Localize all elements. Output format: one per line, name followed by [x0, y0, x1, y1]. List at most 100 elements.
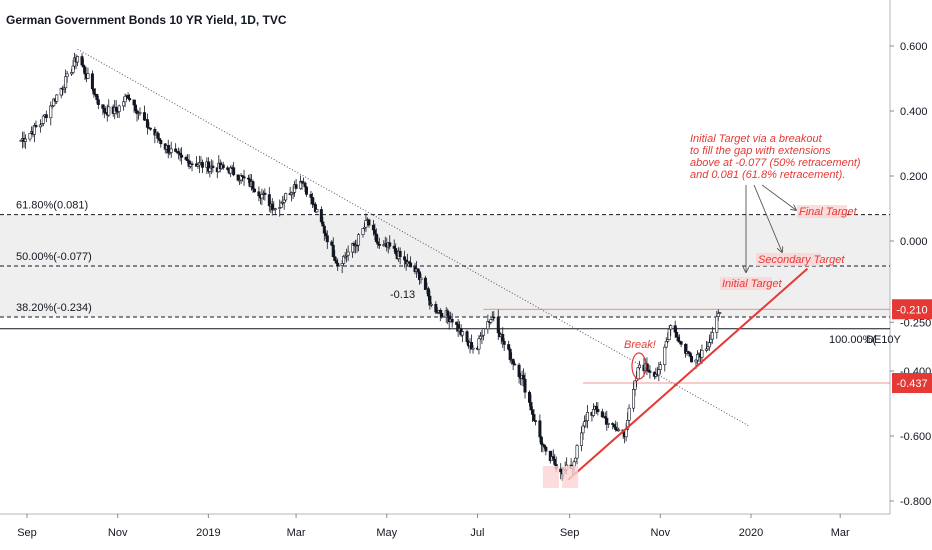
note-line: above at -0.077 (50% retracement) [690, 157, 861, 169]
price-tag [892, 373, 932, 394]
candle-body [709, 338, 713, 343]
candle-body [123, 95, 127, 103]
candle-body [114, 106, 118, 112]
price-tag-label: -0.437 [896, 378, 927, 390]
candle-body [398, 250, 402, 258]
target-label-bg [720, 277, 772, 290]
candle-body [581, 425, 585, 434]
candle-body [409, 262, 413, 268]
y-tick-label: 0.000 [900, 236, 928, 248]
candles [19, 52, 722, 481]
x-tick-label: Nov [651, 527, 671, 539]
candle-body [636, 367, 640, 379]
candle-body [80, 56, 84, 66]
candle-body [159, 140, 163, 145]
y-tick-label: -0.600 [900, 431, 931, 443]
candle-body [582, 421, 586, 427]
candle-body [145, 119, 149, 128]
candle-body [523, 378, 527, 393]
candle-body [208, 167, 212, 172]
candle-body [81, 64, 85, 68]
candle-body [426, 288, 430, 297]
candle-body [419, 277, 423, 281]
candle-body [612, 424, 616, 428]
candle-body [614, 426, 618, 430]
low-highlight [562, 466, 579, 488]
candle-body [38, 124, 42, 128]
candle-body [117, 105, 121, 112]
candle-body [600, 411, 604, 418]
candle-body [667, 328, 671, 340]
candle-body [156, 132, 160, 139]
candle-body [142, 112, 146, 121]
candle-body [481, 328, 485, 336]
target-label: Initial Target [722, 278, 782, 290]
candle-body [707, 342, 711, 348]
candle-body [134, 104, 138, 112]
price-tag-label: -0.210 [896, 304, 927, 316]
candle-body [346, 251, 350, 256]
candle-body [252, 188, 256, 193]
candle-body [477, 338, 481, 350]
candle-body [334, 260, 338, 264]
candle-body [128, 97, 132, 101]
candle-body [532, 414, 536, 421]
candle-body [336, 262, 340, 266]
candle-body [331, 244, 335, 257]
candle-body [553, 459, 557, 465]
note-line: to fill the gap with extensions [690, 145, 831, 157]
break-circle [631, 352, 647, 380]
candle-body [489, 319, 493, 323]
candle-body [455, 321, 459, 325]
candle-body [284, 193, 288, 201]
x-tick-label: Jul [470, 527, 484, 539]
symbol-label: DE10Y [866, 334, 902, 346]
price-tag [892, 299, 932, 320]
candle-body [638, 364, 642, 369]
candle-body [501, 333, 505, 342]
candle-body [675, 331, 679, 338]
y-tick-label: 0.200 [900, 171, 928, 183]
x-tick-label: Mar [831, 527, 850, 539]
candle-body [374, 233, 378, 243]
candle-body [304, 186, 308, 195]
candle-body [44, 114, 48, 119]
candle-body [511, 359, 515, 365]
candle-body [303, 182, 307, 188]
candle-body [132, 99, 136, 106]
x-tick-label: 2019 [196, 527, 220, 539]
candle-body [596, 409, 600, 412]
candle-body [49, 105, 53, 119]
candle-body [330, 241, 334, 246]
candle-body [434, 303, 438, 313]
chart-title: German Government Bonds 10 YR Yield, 1D,… [6, 13, 287, 27]
candle-body [64, 76, 68, 89]
x-tick-label: Sep [17, 527, 37, 539]
candle-body [606, 423, 610, 425]
y-tick-label: 0.400 [900, 106, 928, 118]
x-tick-label: Nov [108, 527, 128, 539]
candle-body [517, 364, 521, 377]
candle-body [438, 310, 442, 314]
candle-body [169, 148, 173, 153]
candle-body [24, 138, 28, 142]
level-label: -0.13 [390, 289, 415, 301]
x-tick-label: Mar [287, 527, 306, 539]
candle-body [96, 99, 100, 105]
candle-body [585, 412, 589, 421]
candle-body [559, 468, 563, 473]
x-tick-label: May [376, 527, 397, 539]
candle-body [251, 181, 255, 190]
candle-body [166, 145, 170, 154]
candle-body [65, 73, 69, 77]
candle-body [403, 256, 407, 261]
candle-body [575, 445, 579, 459]
target-label-bg [797, 205, 847, 218]
candle-body [572, 461, 576, 467]
candle-body [221, 164, 225, 169]
candle-body [236, 174, 240, 181]
candle-body [242, 176, 246, 179]
candle-body [538, 420, 542, 438]
candle-body [388, 242, 392, 247]
